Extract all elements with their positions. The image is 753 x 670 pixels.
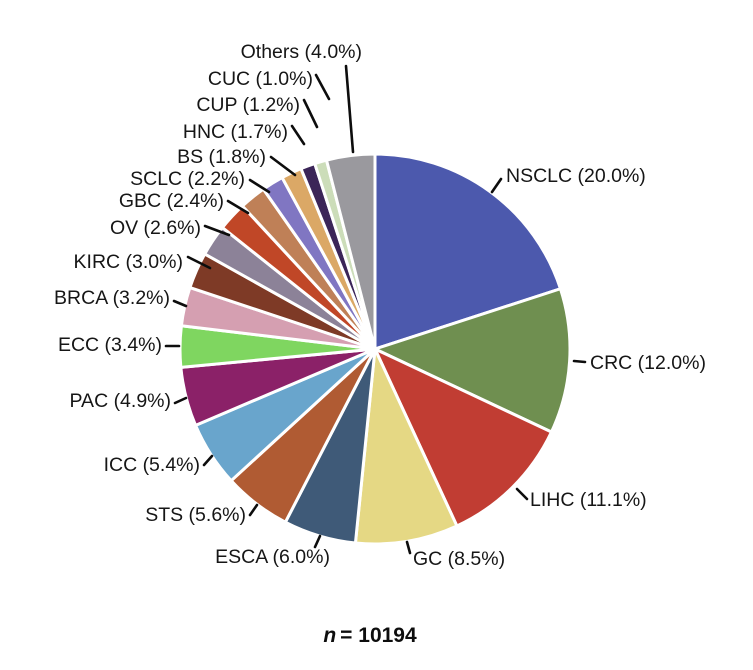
- pie-slice-crc: [373, 287, 572, 434]
- slice-label-others: Others (4.0%): [241, 41, 362, 63]
- pie-wedges: [178, 152, 572, 546]
- slice-label-nsclc: NSCLC (20.0%): [506, 165, 646, 187]
- sample-size-symbol: n: [323, 624, 337, 647]
- slice-label-brca: BRCA (3.2%): [54, 287, 170, 309]
- leader-line-sclc: [248, 178, 271, 194]
- leader-line-kirc: [186, 255, 212, 270]
- leader-line-hnc: [290, 124, 306, 146]
- sample-size-caption: n = 10194: [323, 624, 416, 648]
- leader-line-esca: [313, 534, 322, 549]
- slice-label-bs: BS (1.8%): [177, 146, 266, 168]
- slice-label-sclc: SCLC (2.2%): [130, 168, 245, 190]
- slice-label-gc: GC (8.5%): [413, 548, 505, 570]
- slice-label-ov: OV (2.6%): [110, 217, 201, 239]
- pie-slice-nsclc: [373, 152, 562, 351]
- leader-line-bs: [269, 155, 297, 177]
- slice-label-crc: CRC (12.0%): [590, 352, 706, 374]
- pie-slice-lihc: [373, 347, 553, 528]
- pie-slice-others: [325, 152, 377, 351]
- leader-line-lihc: [515, 487, 529, 501]
- leader-line-cuc: [314, 73, 331, 101]
- leader-line-cup: [302, 98, 319, 129]
- leader-line-gbc: [226, 199, 250, 215]
- slice-label-esca: ESCA (6.0%): [215, 546, 330, 568]
- leader-line-nsclc: [490, 177, 503, 194]
- sample-size-value: = 10194: [340, 624, 417, 647]
- leader-line-crc: [572, 359, 587, 364]
- slice-label-hnc: HNC (1.7%): [183, 121, 288, 143]
- slice-label-pac: PAC (4.9%): [70, 390, 172, 412]
- slice-label-kirc: KIRC (3.0%): [74, 251, 183, 273]
- slice-label-cuc: CUC (1.0%): [208, 68, 313, 90]
- slice-label-cup: CUP (1.2%): [196, 94, 300, 116]
- slice-labels: NSCLC (20.0%) CRC (12.0%) LIHC (11.1%) GC (…: [54, 41, 706, 570]
- slice-label-lihc: LIHC (11.1%): [530, 489, 647, 511]
- leader-line-others: [344, 64, 355, 154]
- leader-line-pac: [173, 396, 188, 405]
- leader-line-ov: [203, 224, 231, 237]
- leader-line-gc: [405, 540, 412, 555]
- slice-label-ecc: ECC (3.4%): [58, 334, 162, 356]
- leader-line-icc: [202, 454, 214, 467]
- leader-line-sts: [248, 503, 259, 517]
- slice-label-gbc: GBC (2.4%): [119, 190, 224, 212]
- leader-line-brca: [172, 299, 188, 308]
- slice-label-sts: STS (5.6%): [145, 504, 246, 526]
- slice-label-icc: ICC (5.4%): [104, 454, 200, 476]
- leader-lines: [164, 64, 587, 555]
